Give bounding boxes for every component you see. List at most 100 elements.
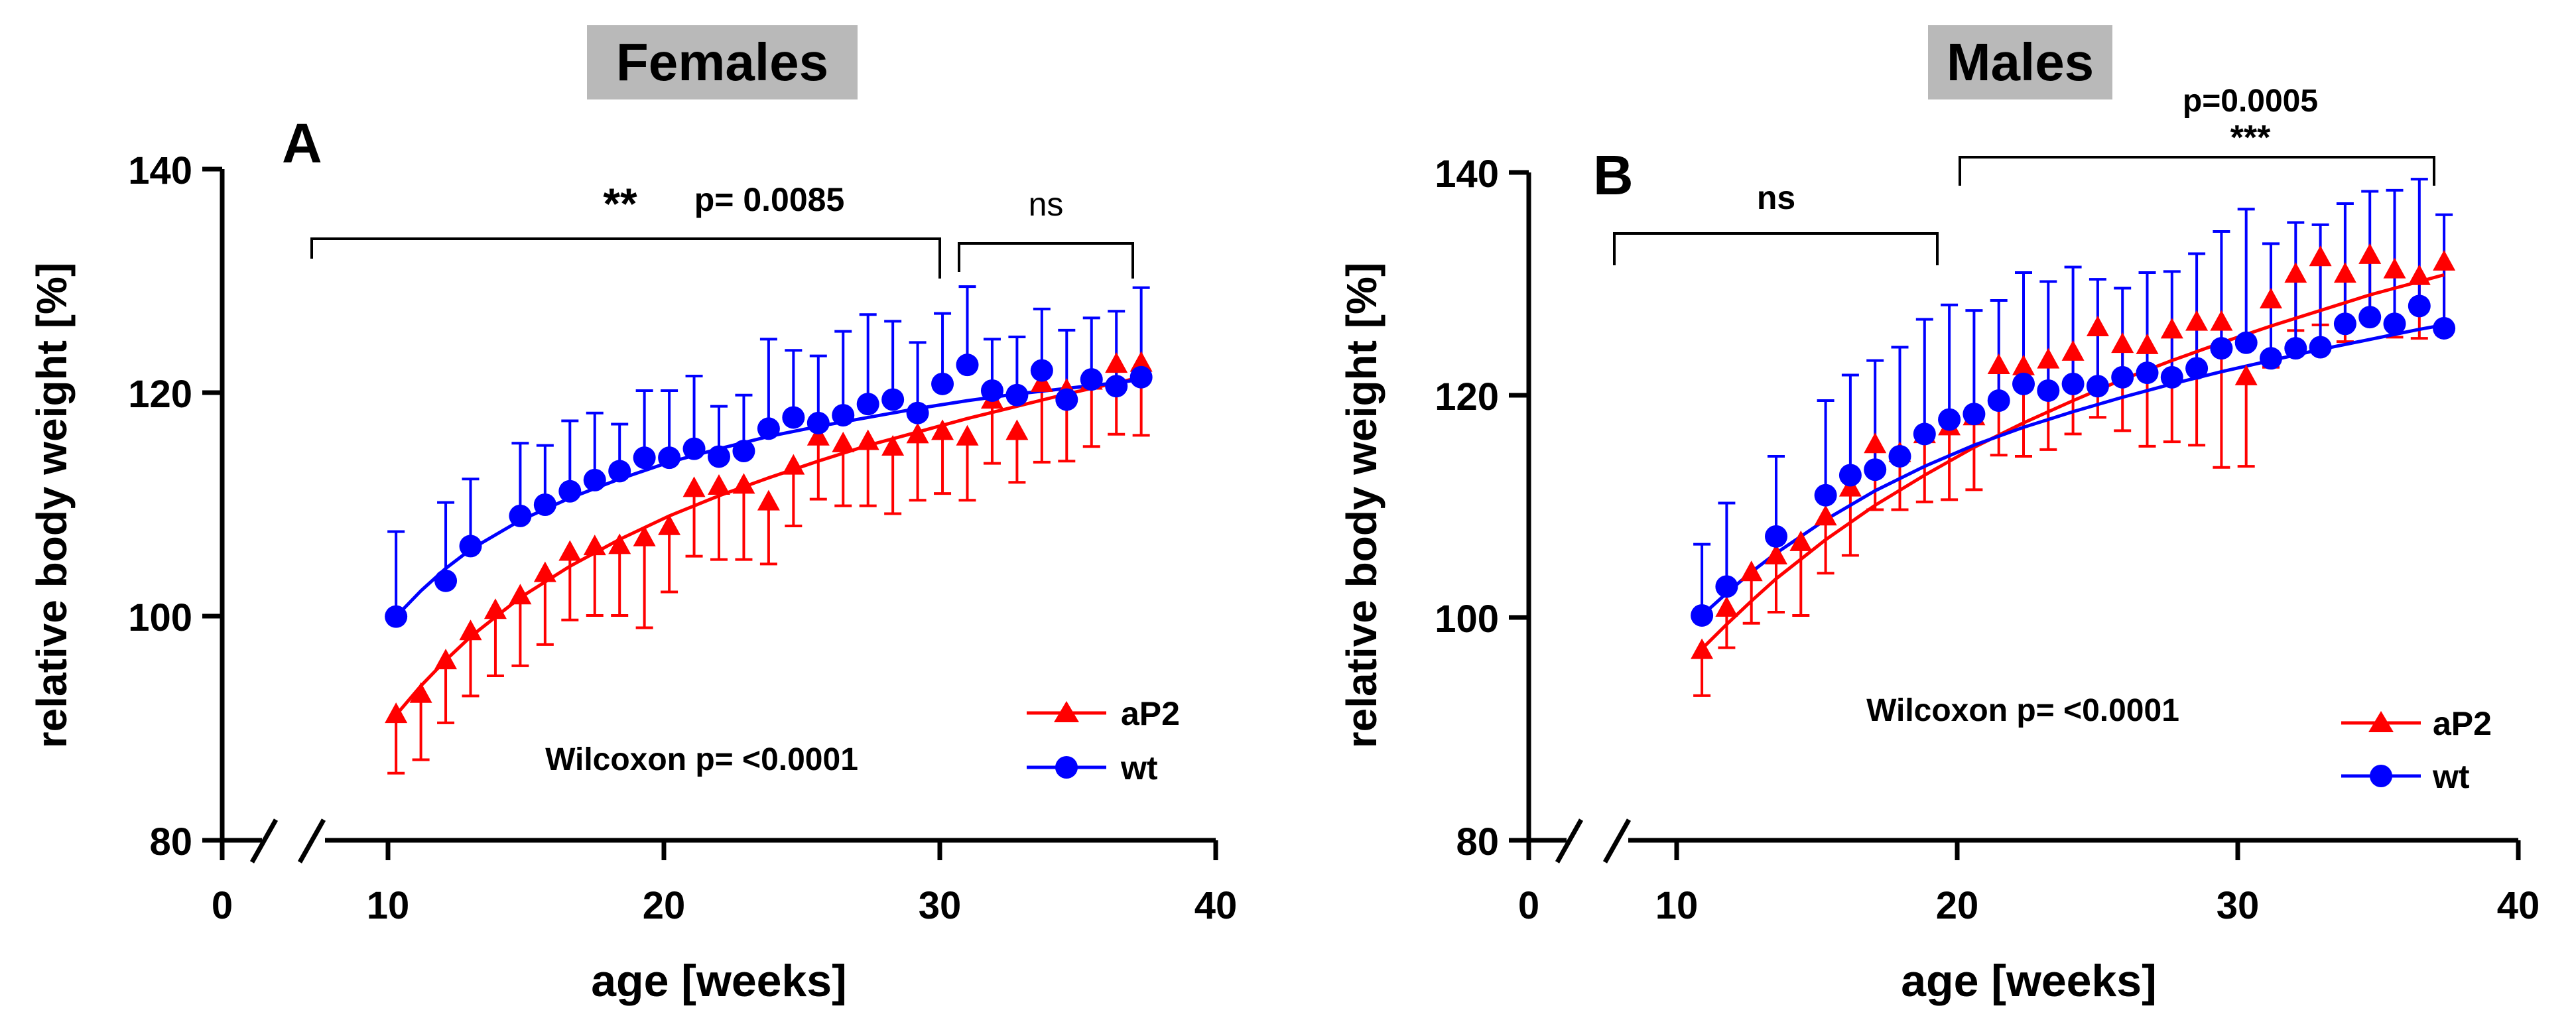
data-point-wt: [658, 446, 681, 470]
data-point-ap2: [658, 514, 681, 535]
legend-marker-ap2: [2368, 711, 2394, 732]
data-point-ap2: [1987, 353, 2010, 375]
data-point-ap2: [2358, 243, 2382, 264]
data-point-wt: [1715, 575, 1738, 598]
data-point-wt: [2160, 365, 2183, 389]
wilcoxon-label: Wilcoxon p= <0.0001: [545, 742, 858, 777]
ns-label: ns: [1757, 179, 1795, 216]
data-point-wt: [2383, 312, 2406, 336]
data-point-wt: [832, 404, 855, 427]
data-point-ap2: [608, 533, 631, 554]
data-point-wt: [2210, 337, 2233, 360]
data-point-wt: [2061, 372, 2085, 395]
data-point-wt: [1129, 365, 1153, 389]
data-point-ap2: [2309, 245, 2332, 267]
data-point-wt: [1814, 483, 1837, 507]
chart-title: Males: [1947, 32, 2094, 92]
x-tick-label: 20: [643, 884, 686, 927]
data-point-ap2: [906, 422, 929, 444]
data-point-ap2: [509, 584, 532, 605]
y-tick-label: 100: [1435, 598, 1499, 641]
data-point-wt: [732, 440, 755, 463]
data-point-ap2: [385, 702, 408, 724]
data-point-wt: [558, 480, 582, 503]
data-point-wt: [434, 569, 458, 592]
y-tick-label: 140: [128, 149, 192, 192]
y-axis-label: relative body weight [%]: [28, 263, 76, 749]
data-point-wt: [708, 445, 730, 468]
data-point-wt: [1055, 388, 1078, 411]
y-tick-label: 80: [1456, 820, 1499, 864]
p-value-label: p=0.0005: [2183, 84, 2318, 119]
data-point-ap2: [2136, 333, 2159, 354]
data-point-ap2: [1105, 352, 1128, 373]
data-point-ap2: [2086, 315, 2109, 336]
data-point-ap2: [558, 540, 582, 561]
data-point-wt: [2408, 294, 2431, 318]
data-point-ap2: [2185, 310, 2209, 331]
data-point-wt: [2234, 331, 2258, 354]
data-point-ap2: [434, 649, 458, 670]
data-point-wt: [1913, 422, 1936, 446]
data-point-wt: [856, 393, 879, 416]
panel-label: B: [1593, 144, 1634, 206]
data-point-wt: [1080, 368, 1103, 391]
data-point-ap2: [931, 419, 954, 440]
data-point-wt: [2309, 336, 2332, 359]
data-point-wt: [1765, 525, 1787, 548]
data-point-wt: [1987, 389, 2010, 413]
x-tick-label: 30: [2217, 884, 2260, 927]
x-tick-label: 40: [1194, 884, 1238, 927]
title-background: [1928, 25, 2112, 99]
data-point-wt: [906, 401, 929, 424]
ns-label: ns: [1029, 186, 1064, 223]
data-point-ap2: [1740, 560, 1763, 582]
data-point-wt: [757, 417, 780, 440]
wilcoxon-label: Wilcoxon p= <0.0001: [1866, 693, 2179, 728]
data-point-wt: [2136, 361, 2159, 385]
legend: aP2 wt: [1027, 695, 1180, 787]
data-point-wt: [459, 535, 482, 558]
data-point-ap2: [533, 561, 556, 582]
axis-break-mark: [1555, 818, 1584, 864]
axis-break-mark: [1602, 818, 1632, 864]
data-point-wt: [583, 468, 606, 491]
legend-label-ap2: aP2: [1121, 695, 1180, 732]
data-point-ap2: [1864, 432, 1887, 454]
data-point-ap2: [806, 424, 830, 446]
data-point-ap2: [2383, 257, 2406, 279]
data-point-wt: [509, 504, 532, 527]
y-axis-label: relative body weight [%]: [1338, 263, 1385, 749]
legend: aP2 wt: [2341, 705, 2492, 795]
significance-bracket: [958, 242, 1134, 279]
data-point-ap2: [856, 429, 879, 450]
panel-males: Males B 140 120 100 80 0 10 20: [1338, 25, 2540, 1006]
data-point-ap2: [1005, 419, 1029, 440]
data-point-ap2: [633, 525, 656, 546]
data-point-ap2: [2160, 318, 2183, 339]
significance-bracket: [1959, 156, 2435, 186]
data-point-wt: [2086, 375, 2109, 398]
data-point-wt: [881, 388, 905, 411]
legend-marker-wt: [1055, 756, 1078, 779]
data-point-wt: [1864, 458, 1887, 482]
x-axis-label: age [weeks]: [1901, 956, 2157, 1006]
data-point-wt: [956, 353, 979, 377]
data-point-wt: [2185, 357, 2209, 380]
x-axis: 0 10 20 30 40: [1518, 818, 2540, 927]
data-point-ap2: [1765, 544, 1787, 565]
data-point-ap2: [2111, 332, 2134, 353]
data-point-ap2: [1691, 638, 1714, 659]
x-tick-label: 40: [2497, 884, 2540, 927]
plot-area: [385, 285, 1153, 775]
data-point-wt: [1838, 464, 1862, 487]
panel-females: Females A 140 120 100 80 0 10 20: [28, 25, 1237, 1006]
data-point-wt: [1888, 444, 1911, 468]
x-axis: 0 10 20 30 40: [212, 818, 1238, 927]
data-point-wt: [2433, 316, 2456, 340]
data-point-ap2: [2284, 262, 2307, 283]
data-point-wt: [533, 493, 556, 516]
data-point-wt: [980, 379, 1003, 402]
data-point-ap2: [2037, 348, 2060, 369]
data-point-ap2: [2333, 262, 2356, 283]
